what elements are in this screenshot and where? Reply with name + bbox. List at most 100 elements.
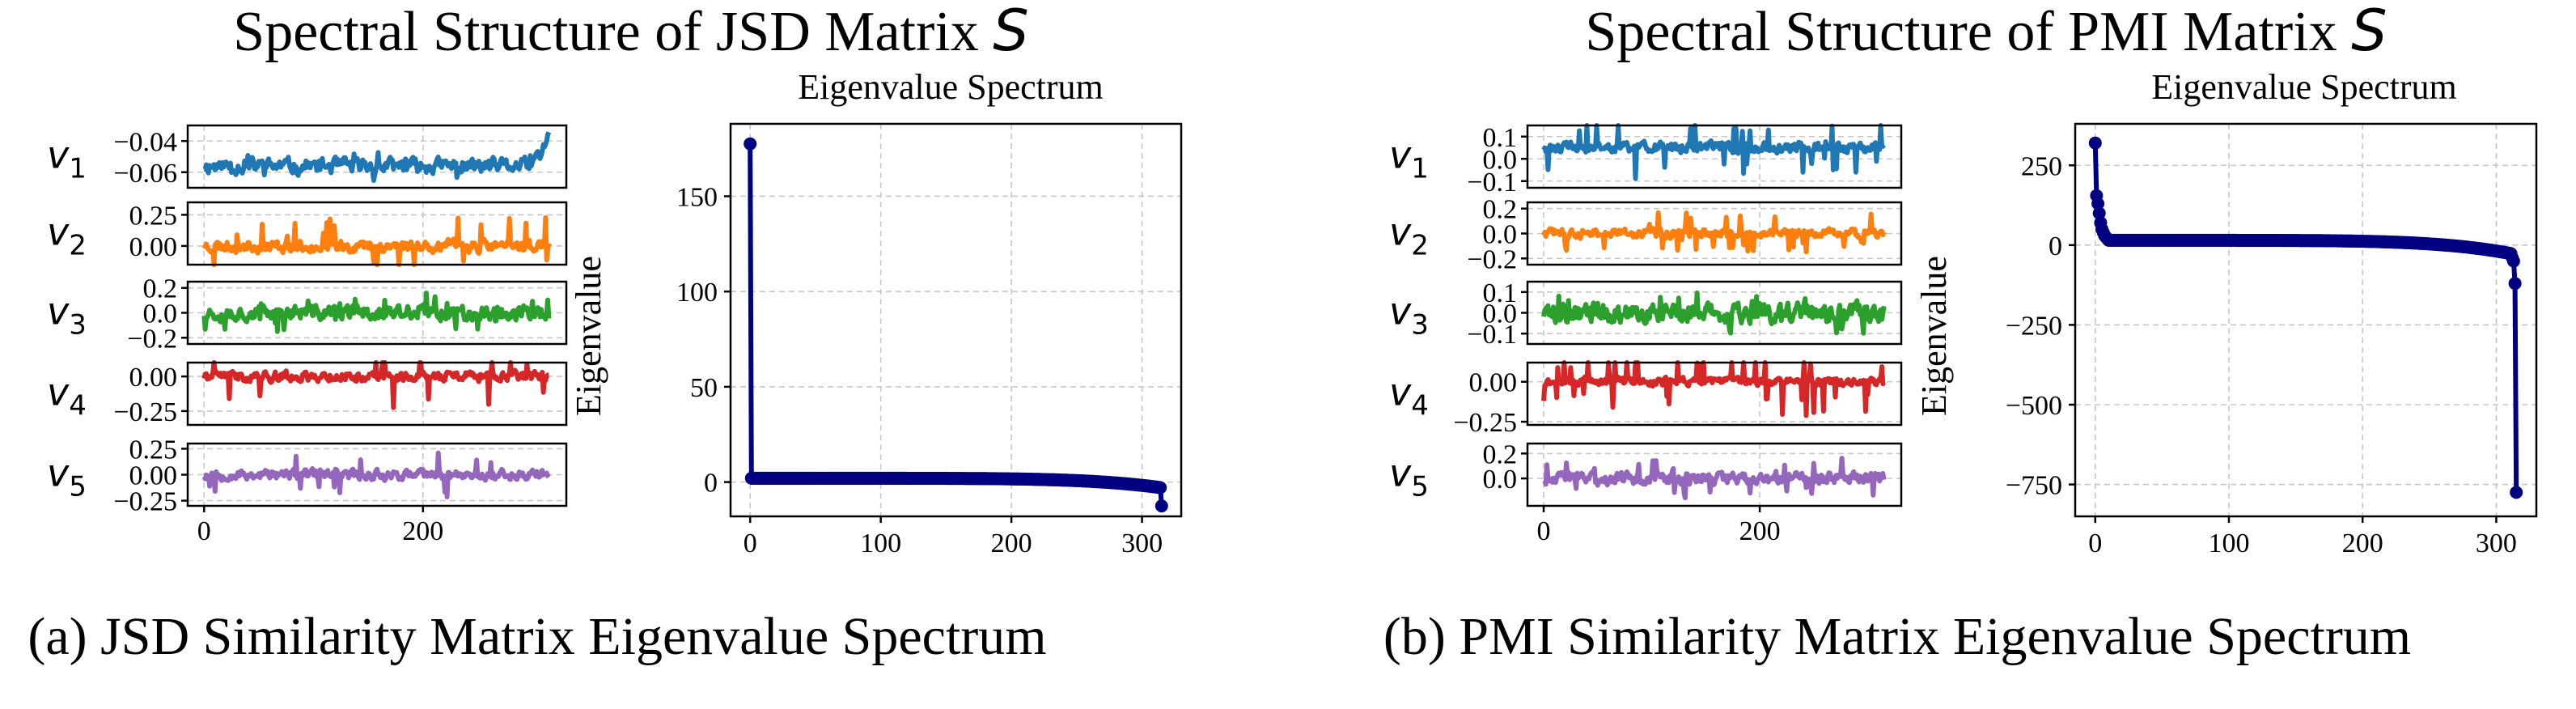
y-tick-label: 0.1 xyxy=(1483,278,1518,308)
eigenvector-label: v3 xyxy=(47,290,87,342)
y-tick-label: 0.2 xyxy=(1483,439,1518,469)
panel-b-caption: (b) PMI Similarity Matrix Eigenvalue Spe… xyxy=(1383,607,2411,666)
y-tick-label: −0.25 xyxy=(113,487,177,517)
eigenvector-line-v2 xyxy=(1541,210,1887,255)
eigenvector-line-v4 xyxy=(201,360,550,410)
eigenvector-line-v5 xyxy=(201,450,551,499)
y-tick-label: 250 xyxy=(2021,151,2062,181)
x-tick-label: 300 xyxy=(2476,529,2517,558)
eigenvalue-point xyxy=(1155,499,1168,513)
y-tick-label: −750 xyxy=(2006,471,2062,501)
eigenvector-subplot-v4: 0.00 −0.25 v4 xyxy=(1389,360,1903,438)
spectrum-title: Eigenvalue Spectrum xyxy=(2151,67,2457,107)
y-tick-label: 0.0 xyxy=(1483,145,1518,175)
eigenvector-label-sub: 5 xyxy=(1411,471,1429,503)
y-tick-label: −0.25 xyxy=(113,397,177,427)
y-tick-label: 50 xyxy=(690,373,718,403)
eigenvector-subplot-v1: 0.10.0−0.1 v1 xyxy=(1389,123,1903,197)
eigenvector-line-v3 xyxy=(1541,290,1887,336)
spectrum-ylabel: Eigenvalue xyxy=(1914,256,1954,416)
eigenvector-label-sub: 2 xyxy=(69,230,87,262)
y-tick-label: 150 xyxy=(676,182,718,212)
eigenvector-label-sub: 3 xyxy=(69,309,87,342)
eigenvalue-point xyxy=(2091,197,2105,210)
eigenvector-subplot-v4: 0.00 −0.25 v4 xyxy=(47,360,568,427)
eigenvector-line-v1 xyxy=(1541,123,1886,181)
y-tick-label: −0.1 xyxy=(1467,168,1517,197)
eigenvalue-point xyxy=(744,137,757,151)
y-tick-label: 0.1 xyxy=(1483,123,1518,153)
eigenvalue-point xyxy=(2088,136,2102,150)
y-tick-label: −0.1 xyxy=(1467,320,1517,350)
eigenvector-line-v5 xyxy=(1542,456,1887,501)
x-tick-label: 100 xyxy=(2209,529,2250,558)
eigenvector-label-var: v xyxy=(47,290,70,333)
eigenvector-subplot-v3: 0.10.0−0.1 v3 xyxy=(1389,278,1903,350)
y-tick-label: 0 xyxy=(2049,231,2062,261)
x-tick-label: 100 xyxy=(860,529,901,558)
eigenvector-label: v1 xyxy=(1389,134,1429,185)
eigenvalue-point xyxy=(2508,277,2522,291)
y-tick-label: −0.25 xyxy=(1453,408,1517,438)
y-tick-label: 0.2 xyxy=(1483,195,1518,225)
y-tick-label: 100 xyxy=(676,278,718,308)
eigenvector-subplot-v5: 0.20.0 v5 0 200 xyxy=(1389,439,1903,546)
subplot-frame xyxy=(1526,442,1903,507)
eigenvector-subplot-v2: 0.20.0−0.2 v2 xyxy=(1389,195,1903,274)
y-tick-label: 0.0 xyxy=(1483,299,1518,329)
y-tick-label: 0.25 xyxy=(129,201,178,231)
eigenvalue-point xyxy=(1154,481,1167,495)
eigenvector-label-var: v xyxy=(47,134,70,177)
spectrum-title: Eigenvalue Spectrum xyxy=(798,67,1104,107)
y-tick-label: 0 xyxy=(704,469,718,499)
eigenvector-label: v2 xyxy=(1389,210,1429,262)
eigenvalue-line xyxy=(2092,142,2519,493)
eigenvector-label-var: v xyxy=(1389,290,1412,333)
panel-a-spectrum: Eigenvalue Spectrum Eigenvalue 0 50 100 150… xyxy=(569,67,1183,558)
x-tick-label: 200 xyxy=(2342,529,2383,558)
y-tick-label: −0.04 xyxy=(113,127,177,157)
eigenvector-line-v1 xyxy=(202,131,552,183)
eigenvector-label-var: v xyxy=(47,371,70,414)
x-tick-label: 0 xyxy=(1537,516,1551,546)
spectrum-frame xyxy=(729,122,1183,518)
eigenvector-subplot-v5: 0.250.00−0.25 v5 0 200 xyxy=(47,435,568,546)
eigenvector-label-var: v xyxy=(1389,371,1412,414)
x-tick-label: 0 xyxy=(744,529,757,558)
x-tick-label: 200 xyxy=(991,529,1032,558)
eigenvector-label-sub: 3 xyxy=(1411,309,1429,342)
subplot-frame xyxy=(186,361,568,427)
y-tick-label: −500 xyxy=(2006,391,2062,421)
x-tick-label: 200 xyxy=(1739,516,1781,546)
x-tick-label: 0 xyxy=(197,516,211,546)
eigenvector-label: v4 xyxy=(1389,371,1429,422)
panel-a-suptitle: Spectral Structure of JSD Matrix S xyxy=(233,0,1028,64)
panel-b: Spectral Structure of PMI Matrix S 0.10.… xyxy=(1383,0,2538,666)
subplot-frame xyxy=(186,124,568,189)
eigenvector-label-sub: 5 xyxy=(69,471,87,503)
subplot-frame xyxy=(1526,361,1903,427)
eigenvector-subplot-v2: 0.250.00 v2 xyxy=(47,201,568,267)
eigenvector-label-var: v xyxy=(47,452,70,495)
y-tick-label: −0.2 xyxy=(127,324,177,354)
eigenvalue-point xyxy=(2506,254,2520,268)
y-tick-label: 0.0 xyxy=(1483,465,1518,495)
spectrum-frame xyxy=(2074,122,2538,518)
panel-b-spectrum: Eigenvalue Spectrum Eigenvalue 250 0 −250 −… xyxy=(1914,67,2538,558)
y-tick-label: 0.0 xyxy=(143,299,178,329)
eigenvector-label: v5 xyxy=(47,452,87,503)
eigenvector-label: v1 xyxy=(47,134,87,185)
eigenvector-label: v5 xyxy=(1389,452,1429,503)
subplot-frame xyxy=(186,201,568,266)
y-tick-label: −0.2 xyxy=(1467,244,1517,274)
eigenvalue-line xyxy=(748,143,1164,507)
eigenvalue-point xyxy=(2092,206,2106,220)
eigenvector-label: v3 xyxy=(1389,290,1429,342)
eigenvector-label-sub: 1 xyxy=(69,153,87,185)
y-tick-label: −0.06 xyxy=(113,159,177,189)
eigenvalue-point xyxy=(2510,486,2523,499)
eigenvector-label-sub: 4 xyxy=(69,390,87,422)
eigenvector-label-sub: 4 xyxy=(1411,390,1429,422)
eigenvector-subplot-v1: −0.04−0.06 v1 xyxy=(47,124,568,189)
